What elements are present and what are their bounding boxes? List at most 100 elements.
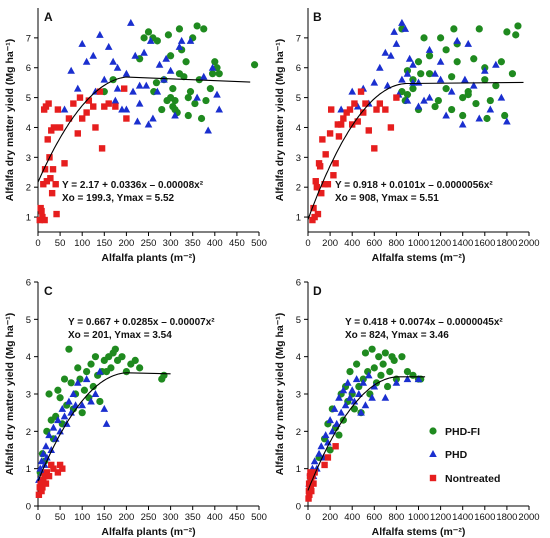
- y-tick-label: 2: [26, 427, 31, 438]
- data-point: [453, 36, 461, 44]
- data-point: [309, 472, 316, 480]
- x-tick-label: 50: [55, 512, 66, 523]
- data-point: [45, 472, 53, 480]
- data-point: [56, 394, 64, 402]
- data-point: [60, 375, 69, 383]
- data-point: [76, 94, 84, 101]
- x-tick-label: 400: [207, 512, 223, 523]
- data-point: [307, 476, 315, 484]
- data-point: [381, 393, 390, 401]
- data-point: [166, 66, 175, 74]
- data-point: [105, 100, 112, 107]
- data-point: [96, 88, 104, 95]
- x-tick-label: 1000: [408, 238, 429, 249]
- data-point: [497, 58, 505, 66]
- data-point: [78, 409, 86, 417]
- data-point: [376, 63, 384, 71]
- data-point: [152, 79, 161, 87]
- data-point: [447, 87, 456, 95]
- x-tick-label: 100: [74, 512, 90, 523]
- data-point: [450, 25, 458, 33]
- data-point: [45, 431, 53, 439]
- x-tick-label: 150: [96, 512, 112, 523]
- x-tick-label: 400: [207, 238, 223, 249]
- x-tick-label: 350: [185, 238, 201, 249]
- x-tick-label: 1600: [474, 512, 495, 523]
- data-point: [78, 401, 86, 409]
- data-point: [133, 117, 142, 125]
- data-point: [431, 69, 439, 77]
- data-point: [199, 72, 208, 80]
- y-tick-label: 5: [296, 93, 301, 104]
- data-point: [414, 58, 423, 66]
- data-point: [328, 427, 337, 435]
- data-point: [67, 66, 75, 74]
- data-point: [492, 82, 500, 90]
- data-point: [38, 487, 45, 495]
- data-point: [40, 476, 47, 484]
- y-tick-label: 3: [296, 390, 301, 401]
- y-tick-label: 3: [26, 390, 31, 401]
- data-point: [332, 419, 341, 427]
- data-point: [497, 93, 506, 101]
- x-tick-label: 450: [229, 512, 245, 523]
- data-point: [448, 105, 456, 114]
- series-phd-fi: [100, 22, 259, 123]
- data-point: [83, 109, 90, 116]
- fit-curve: [37, 372, 171, 482]
- data-point: [403, 91, 412, 99]
- data-point: [39, 449, 48, 457]
- data-point: [398, 353, 406, 361]
- x-tick-label: 150: [96, 238, 112, 249]
- data-point: [39, 484, 46, 491]
- legend: PHD-FI PHD Nontreated: [429, 426, 500, 485]
- data-point: [349, 121, 356, 128]
- data-point: [140, 48, 148, 56]
- fit-equation: Y = 0.918 + 0.0101x – 0.0000056x²: [335, 180, 493, 191]
- data-point: [405, 54, 414, 62]
- data-point: [470, 55, 478, 63]
- data-point: [90, 103, 97, 110]
- data-point: [328, 106, 335, 113]
- data-point: [96, 30, 104, 38]
- y-tick-label: 4: [296, 352, 301, 363]
- data-point: [37, 457, 46, 465]
- data-point: [409, 60, 417, 68]
- data-point: [79, 115, 86, 122]
- data-point: [59, 465, 66, 472]
- x-tick-label: 250: [141, 512, 157, 523]
- x-tick-label: 500: [251, 512, 267, 523]
- data-point: [335, 393, 343, 401]
- data-point: [41, 166, 49, 173]
- data-point: [425, 52, 434, 60]
- data-point: [486, 105, 495, 113]
- data-point: [322, 151, 329, 158]
- y-tick-label: 4: [26, 352, 31, 363]
- data-point: [387, 51, 395, 59]
- data-point: [348, 386, 356, 394]
- data-point: [514, 22, 522, 30]
- data-point: [390, 27, 398, 35]
- y-tick-label: 4: [296, 123, 301, 134]
- data-point: [312, 178, 319, 185]
- panel-d: 0 200 400 600 800 1000 1200 1400 1600 1800 2000 0 1 2…: [274, 278, 540, 538]
- data-point: [144, 120, 153, 128]
- data-point: [425, 93, 434, 101]
- data-point: [370, 364, 378, 372]
- data-point: [393, 94, 400, 101]
- data-point: [350, 405, 359, 413]
- x-tick-label: 450: [229, 238, 245, 249]
- x-tick-label: 1400: [452, 512, 473, 523]
- data-point: [45, 100, 52, 107]
- data-point: [311, 469, 318, 476]
- data-point: [442, 85, 450, 93]
- data-point: [129, 87, 137, 95]
- series-phd: [35, 367, 111, 483]
- x-tick-label: 200: [118, 512, 134, 523]
- data-point: [82, 375, 91, 383]
- y-tick-label: 3: [26, 153, 31, 164]
- series-nontreated: [305, 443, 339, 502]
- data-point: [337, 121, 345, 128]
- x-tick-label: 2000: [518, 238, 539, 249]
- data-point: [364, 371, 373, 379]
